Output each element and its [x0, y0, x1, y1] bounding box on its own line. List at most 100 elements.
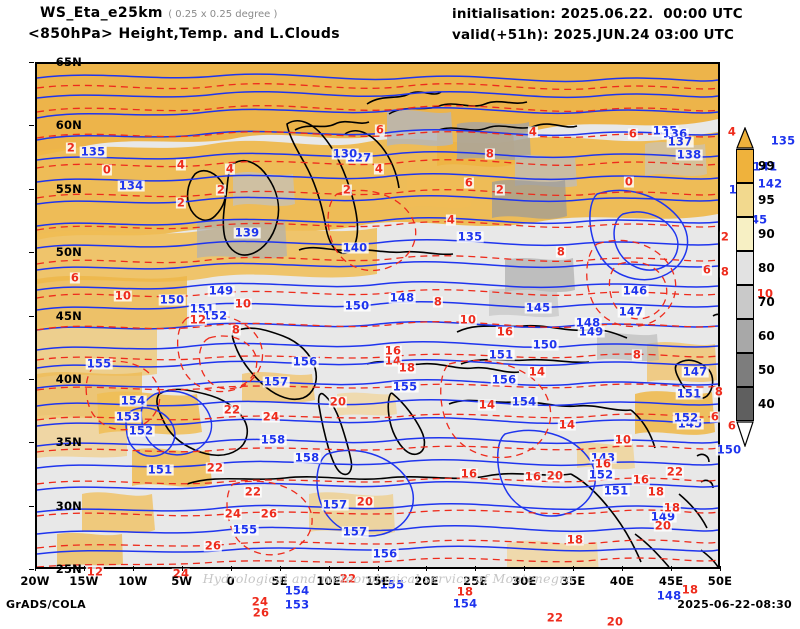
contour-label: 20: [355, 494, 375, 509]
contour-label: 149: [649, 509, 677, 524]
y-axis-tick: [29, 569, 34, 570]
x-axis-label: 15W: [69, 574, 99, 588]
contour-label: 20: [605, 614, 625, 629]
contour-label: 135: [79, 144, 107, 159]
x-axis-label: 45E: [658, 574, 684, 588]
x-axis-label: 5W: [171, 574, 193, 588]
map-plot-area: [35, 62, 720, 569]
contour-label: 152: [127, 423, 155, 438]
x-axis-tick: [230, 566, 232, 571]
x-axis-label: 35E: [560, 574, 586, 588]
producer-label: GrADS/COLA: [6, 598, 86, 611]
contour-label: 6: [726, 418, 738, 433]
contour-label: 22: [205, 460, 225, 475]
contour-label: 6: [627, 126, 639, 141]
contour-label: 150: [531, 337, 559, 352]
x-axis-label: 25E: [463, 574, 488, 588]
model-title: WS_Eta_e25km ( 0.25 x 0.25 degree ): [40, 5, 277, 21]
contour-label: 145: [676, 416, 704, 431]
y-axis-tick: [29, 505, 34, 507]
x-axis-tick: [35, 566, 36, 571]
contour-label: 135: [456, 229, 484, 244]
contour-label: 6: [701, 262, 713, 277]
x-axis-tick: [671, 566, 673, 571]
colorbar-segment: [736, 285, 754, 319]
contour-label: 8: [631, 347, 643, 362]
contour-label: 4: [175, 157, 187, 172]
contour-label: 22: [665, 464, 685, 479]
y-axis-tick: [29, 125, 34, 127]
x-axis-label: 5E: [271, 574, 288, 588]
contour-label: 16: [523, 469, 543, 484]
contour-label: 150: [158, 292, 186, 307]
contour-label: 146: [621, 283, 649, 298]
chart-header: WS_Eta_e25km ( 0.25 x 0.25 degree ) <850…: [0, 0, 800, 50]
contour-label: 24: [261, 409, 281, 424]
contour-label: 157: [262, 374, 290, 389]
contour-label: 156: [371, 546, 399, 561]
colorbar-tick-label: 70: [758, 295, 775, 309]
contour-label: 22: [222, 402, 242, 417]
colorbar-tick-label: 60: [758, 329, 775, 343]
contour-label: 150: [343, 298, 371, 313]
contour-label: 150: [715, 442, 743, 457]
contour-label: 4: [445, 212, 457, 227]
contour-label: 151: [487, 347, 515, 362]
colorbar-tick-label: 40: [758, 397, 775, 411]
contour-label: 8: [719, 264, 731, 279]
contour-label: 145: [741, 212, 769, 227]
contour-label: 20: [545, 468, 565, 483]
contour-label: 2: [719, 229, 731, 244]
contour-label: 155: [391, 379, 419, 394]
contour-label: 10: [755, 286, 775, 301]
contour-label: 147: [681, 364, 709, 379]
contour-label: 24: [250, 594, 270, 609]
contour-label: 155: [378, 577, 406, 592]
contour-label: 18: [646, 484, 666, 499]
x-axis-tick: [524, 566, 526, 571]
x-axis-label: 20E: [414, 574, 439, 588]
y-axis-tick: [29, 188, 34, 190]
x-axis-tick: [377, 566, 379, 571]
x-axis-label: 10W: [118, 574, 148, 588]
contour-label: 16: [593, 456, 613, 471]
model-name: WS_Eta_e25km: [40, 5, 163, 21]
contour-label: 158: [293, 450, 321, 465]
x-axis-tick: [181, 566, 183, 571]
y-axis-label: 65N: [55, 55, 82, 69]
contour-label: 130: [331, 146, 359, 161]
colorbar-segment: [736, 319, 754, 353]
x-axis-tick: [622, 566, 624, 571]
contour-label: 154: [510, 394, 538, 409]
x-axis-label: 30E: [512, 574, 537, 588]
y-axis-label: 55N: [55, 181, 82, 196]
y-axis-tick: [29, 252, 34, 254]
contour-label: 6: [374, 122, 386, 137]
contour-label: 143: [589, 450, 617, 465]
contour-label: 18: [680, 582, 700, 597]
contour-label: 141: [751, 159, 779, 174]
contour-label: 6: [463, 175, 475, 190]
y-axis-label: 50N: [55, 245, 82, 260]
contour-label: 4: [224, 161, 236, 176]
contour-label: 153: [114, 409, 142, 424]
y-axis-tick: [29, 315, 34, 317]
contour-label: 14: [527, 364, 547, 379]
contour-label: 26: [251, 605, 271, 620]
contour-label: 14: [383, 353, 403, 368]
contour-label: 142: [756, 176, 784, 191]
contour-label: 2: [341, 182, 353, 197]
contour-label: 22: [338, 571, 358, 586]
contour-label: 134: [117, 178, 145, 193]
colorbar-top-cap: [736, 126, 754, 149]
colorbar-tick-label: 95: [758, 193, 775, 207]
colorbar-bottom-cap: [736, 421, 754, 448]
x-axis-label: 0: [226, 574, 235, 588]
y-axis-label: 25N: [55, 562, 82, 576]
colorbar-segment: [736, 149, 754, 183]
y-axis-label: 40N: [55, 371, 82, 386]
colorbar-tick-label: 80: [758, 261, 775, 275]
contour-label: 136: [661, 126, 689, 141]
colorbar-tick-label: 90: [758, 227, 775, 241]
contour-label: 157: [321, 497, 349, 512]
